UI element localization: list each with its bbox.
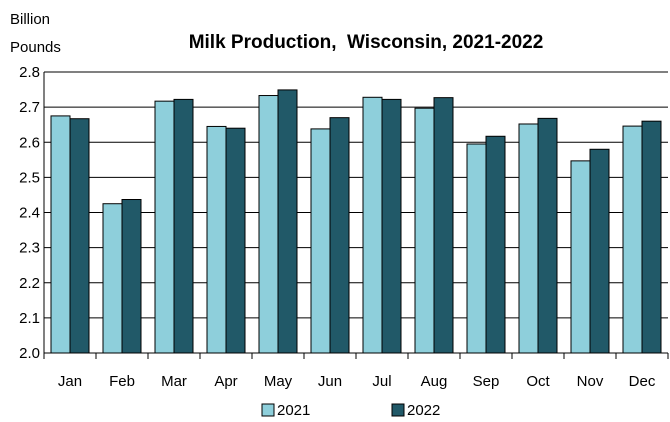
x-tick-label-dec: Dec — [629, 373, 656, 390]
y-tick-label: 2.0 — [19, 345, 40, 362]
y-tick-labels: 2.0 2.1 2.2 2.3 2.4 2.5 2.6 2.7 2.8 — [19, 64, 40, 362]
y-tick-label: 2.2 — [19, 275, 40, 292]
y-tick-label: 2.7 — [19, 99, 40, 116]
y-tick-label: 2.1 — [19, 310, 40, 327]
bar-2021-aug — [414, 107, 435, 354]
bar-2021-nov — [570, 160, 591, 354]
x-tick-label-apr: Apr — [214, 373, 237, 390]
y-tick-label: 2.8 — [19, 64, 40, 81]
bar-2022-jul — [381, 98, 402, 354]
bar-2021-may — [258, 95, 279, 354]
y-unit-line-1: Billion — [10, 11, 50, 28]
bar-2022-sep — [485, 135, 506, 354]
bar-2022-mar — [173, 98, 194, 354]
bar-2021-feb — [102, 203, 123, 354]
bar-2022-nov — [589, 148, 610, 354]
x-tick-label-jan: Jan — [58, 373, 82, 390]
legend-label-2022: 2022 — [407, 402, 440, 419]
legend-label-2021: 2021 — [277, 402, 310, 419]
y-unit-line-2: Pounds — [10, 39, 61, 56]
bar-2022-apr — [225, 127, 246, 354]
x-tick-labels: Jan Feb Mar Apr May Jun Jul Aug Sep Oct Nov Dec — [58, 373, 656, 390]
legend: 2021 2022 — [261, 402, 440, 419]
y-tick-label: 2.6 — [19, 134, 40, 151]
bar-2021-jun — [310, 128, 331, 354]
bar-2022-jun — [329, 117, 350, 354]
bar-2021-jul — [362, 96, 383, 354]
legend-swatch-2021 — [261, 403, 275, 417]
bar-2021-oct — [518, 123, 539, 354]
bar-2022-oct — [537, 117, 558, 354]
chart-title: Milk Production, Wisconsin, 2021-2022 — [189, 32, 544, 53]
x-tick-label-aug: Aug — [421, 373, 448, 390]
bar-2022-dec — [641, 120, 662, 354]
bar-2022-may — [277, 89, 298, 354]
gridlines — [44, 71, 668, 354]
bar-2021-dec — [622, 125, 643, 354]
x-tick-label-nov: Nov — [577, 373, 604, 390]
y-tick-label: 2.3 — [19, 240, 40, 257]
bar-2021-apr — [206, 125, 227, 354]
x-tick-label-oct: Oct — [526, 373, 550, 390]
x-tick-label-mar: Mar — [161, 373, 187, 390]
legend-swatch-2022 — [391, 403, 405, 417]
bar-2022-feb — [121, 199, 142, 354]
bar-2022-aug — [433, 97, 454, 354]
bar-2022-jan — [69, 118, 90, 354]
x-tick-label-jul: Jul — [372, 373, 391, 390]
y-tick-label: 2.5 — [19, 169, 40, 186]
bar-2021-mar — [154, 100, 175, 354]
bars — [50, 89, 662, 354]
bar-2021-jan — [50, 115, 71, 354]
y-tick-label: 2.4 — [19, 205, 40, 222]
x-tick-label-sep: Sep — [473, 373, 500, 390]
axes — [43, 72, 669, 359]
x-tick-label-may: May — [264, 373, 293, 390]
x-tick-label-feb: Feb — [109, 373, 135, 390]
bar-2021-sep — [466, 143, 487, 354]
x-tick-label-jun: Jun — [318, 373, 342, 390]
